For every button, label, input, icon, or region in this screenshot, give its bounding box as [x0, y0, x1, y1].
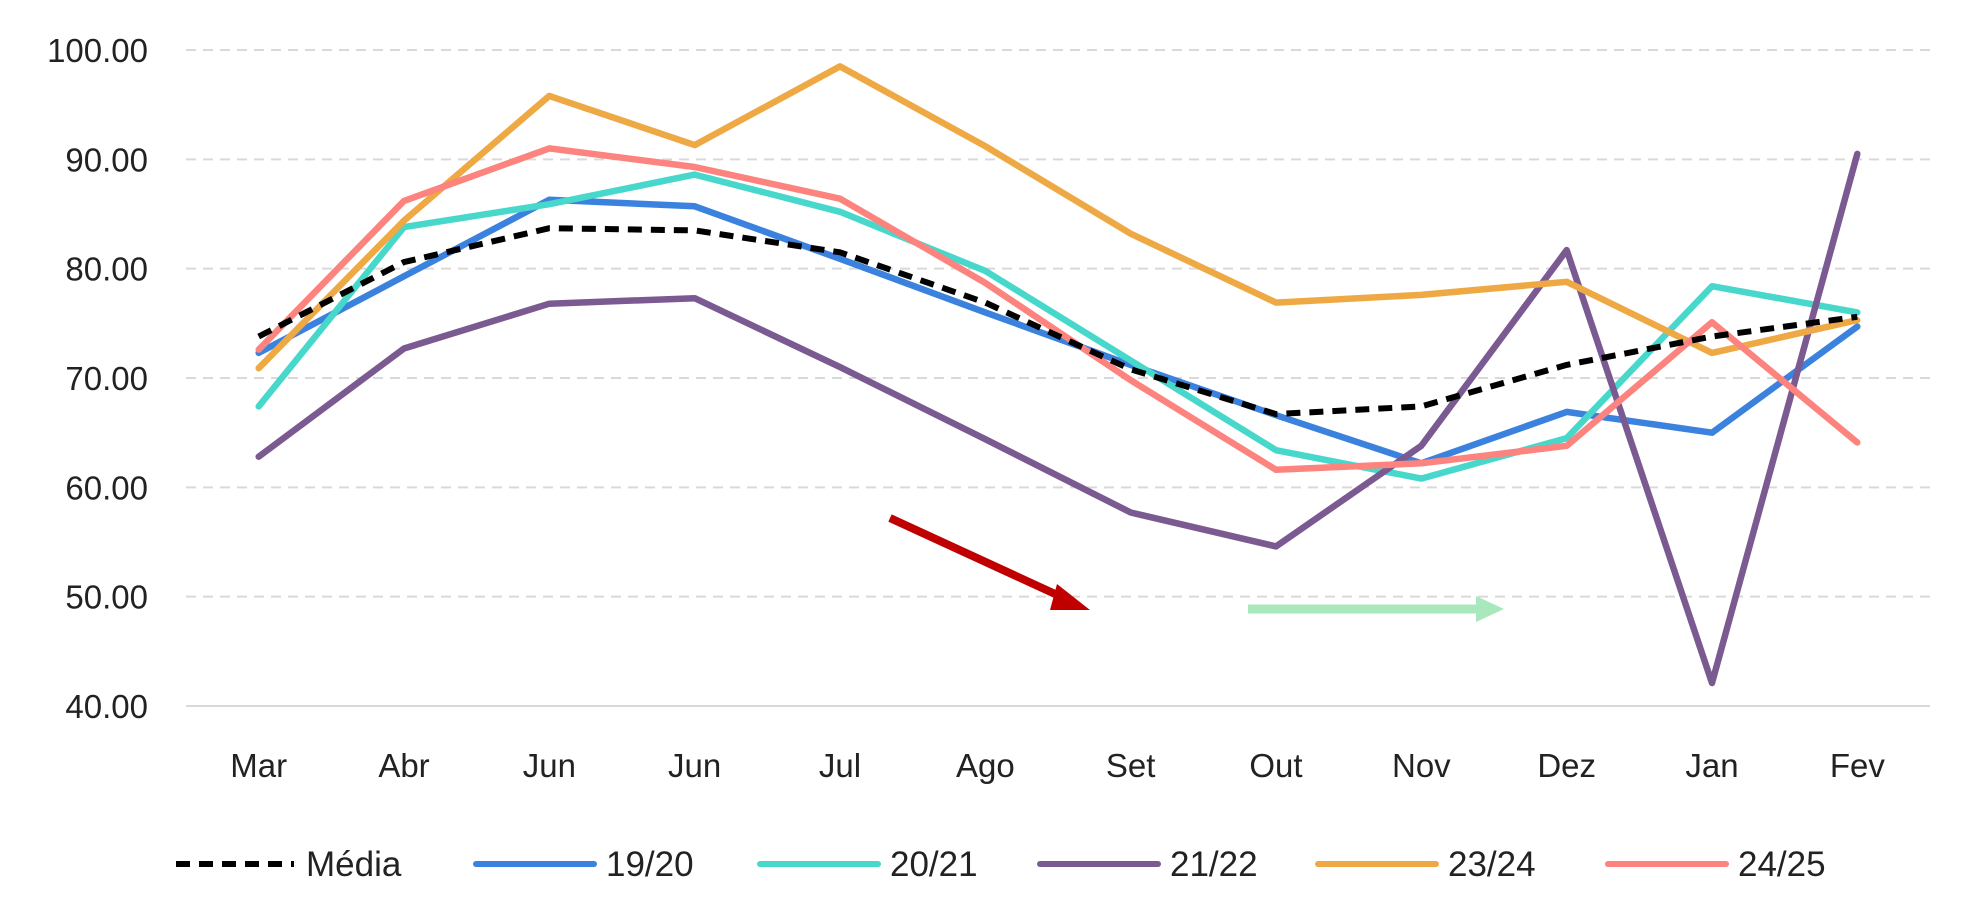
series-line-21-22: [255, 150, 1861, 687]
y-tick-label: 70.00: [65, 360, 148, 397]
legend-label: 21/22: [1170, 845, 1258, 884]
legend-item: 23/24: [1315, 845, 1536, 884]
x-tick-label: Jan: [1685, 747, 1738, 784]
x-tick-label: Abr: [378, 747, 429, 784]
x-tick-label: Ago: [956, 747, 1015, 784]
x-tick-label: Jun: [523, 747, 576, 784]
y-tick-label: 50.00: [65, 579, 148, 616]
legend-label: Média: [306, 845, 402, 884]
legend-item: Média: [176, 845, 402, 884]
y-tick-label: 100.00: [47, 32, 148, 69]
series-line-20-21: [255, 171, 1861, 482]
x-tick-label: Fev: [1830, 747, 1886, 784]
x-tick-label: Jun: [668, 747, 721, 784]
legend-item: 19/20: [473, 845, 694, 884]
legend-label: 23/24: [1448, 845, 1536, 884]
down-trend-arrow: [888, 514, 1090, 610]
x-tick-label: Out: [1249, 747, 1302, 784]
legend-item: 24/25: [1605, 845, 1826, 884]
x-tick-label: Nov: [1392, 747, 1451, 784]
legend-label: 19/20: [606, 845, 694, 884]
legend-label: 20/21: [890, 845, 978, 884]
x-tick-label: Jul: [819, 747, 861, 784]
series-line-24-25: [255, 145, 1861, 474]
x-tick-label: Set: [1106, 747, 1156, 784]
series-line-23-24: [255, 63, 1861, 372]
y-axis: 40.00 50.00 60.00 70.00 80.00 90.00 100.00: [47, 32, 148, 725]
legend-item: 21/22: [1037, 845, 1258, 884]
y-tick-label: 60.00: [65, 469, 148, 506]
y-tick-label: 90.00: [65, 141, 148, 178]
legend: Média 19/20 20/21 21/22 23/24 24/25: [176, 845, 1826, 884]
series-line-m-dia: [257, 225, 1858, 418]
x-tick-label: Mar: [230, 747, 287, 784]
x-axis: Mar Abr Jun Jun Jul Ago Set Out Nov Dez Jan Fev: [230, 747, 1885, 784]
flat-trend-arrow: [1248, 596, 1504, 622]
annotations: [888, 514, 1504, 622]
y-tick-label: 80.00: [65, 251, 148, 288]
legend-item: 20/21: [757, 845, 978, 884]
series-lines: [255, 63, 1861, 687]
y-tick-label: 40.00: [65, 688, 148, 725]
x-tick-label: Dez: [1537, 747, 1596, 784]
legend-label: 24/25: [1738, 845, 1826, 884]
